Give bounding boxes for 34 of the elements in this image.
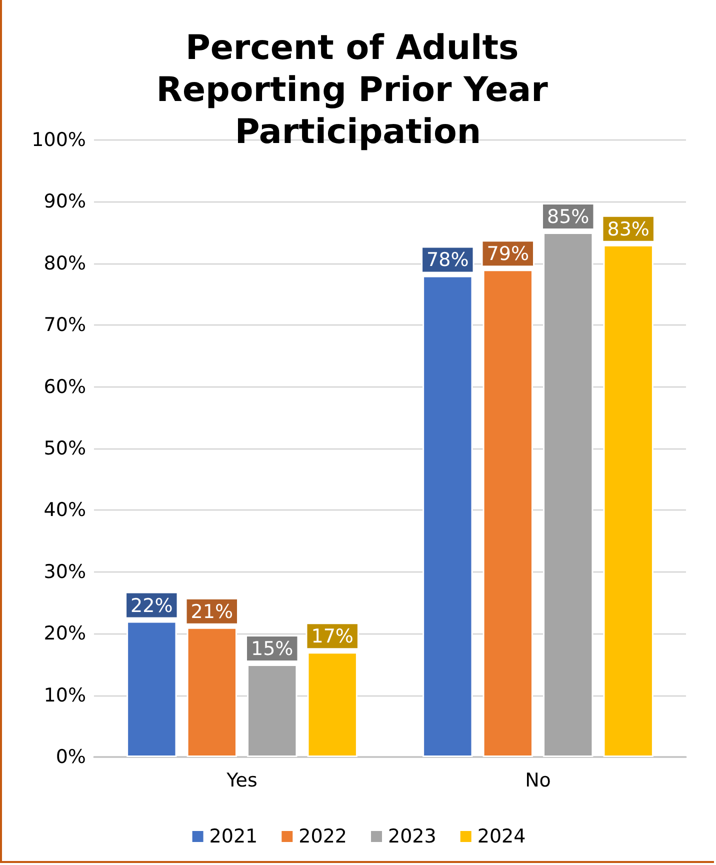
y-tick-label: 40% <box>44 499 86 522</box>
legend-label: 2024 <box>477 826 526 848</box>
y-tick-label: 0% <box>56 746 86 768</box>
bar <box>543 232 594 757</box>
bar <box>422 276 473 757</box>
y-tick-label: 90% <box>44 190 86 213</box>
bar <box>482 270 533 757</box>
x-tick-label: No <box>525 770 551 792</box>
legend-label: 2021 <box>209 826 258 848</box>
data-label: 21% <box>190 600 233 623</box>
y-tick-label: 10% <box>44 684 86 706</box>
data-label: 78% <box>426 249 469 272</box>
data-label: 17% <box>311 626 354 648</box>
legend-label: 2023 <box>388 826 436 848</box>
y-tick-label: 80% <box>44 252 86 274</box>
y-tick-label: 100% <box>32 129 86 151</box>
data-label: 79% <box>486 243 529 266</box>
legend-label: 2022 <box>298 826 348 848</box>
y-tick-label: 60% <box>44 376 86 398</box>
data-label: 85% <box>547 206 590 228</box>
x-tick-label: Yes <box>226 770 258 792</box>
data-label: 83% <box>607 218 650 240</box>
bar <box>186 627 237 757</box>
bar <box>247 664 298 757</box>
chart-title: Percent of Adults Reporting Prior Year Participation <box>156 28 560 152</box>
y-tick-label: 50% <box>44 438 86 460</box>
bar <box>126 621 177 757</box>
data-label: 15% <box>251 638 294 660</box>
y-tick-label: 20% <box>44 622 86 645</box>
bar <box>307 652 358 757</box>
bar <box>603 244 654 757</box>
y-tick-label: 70% <box>44 314 86 336</box>
data-label: 22% <box>130 594 173 617</box>
y-tick-label: 30% <box>44 560 86 583</box>
